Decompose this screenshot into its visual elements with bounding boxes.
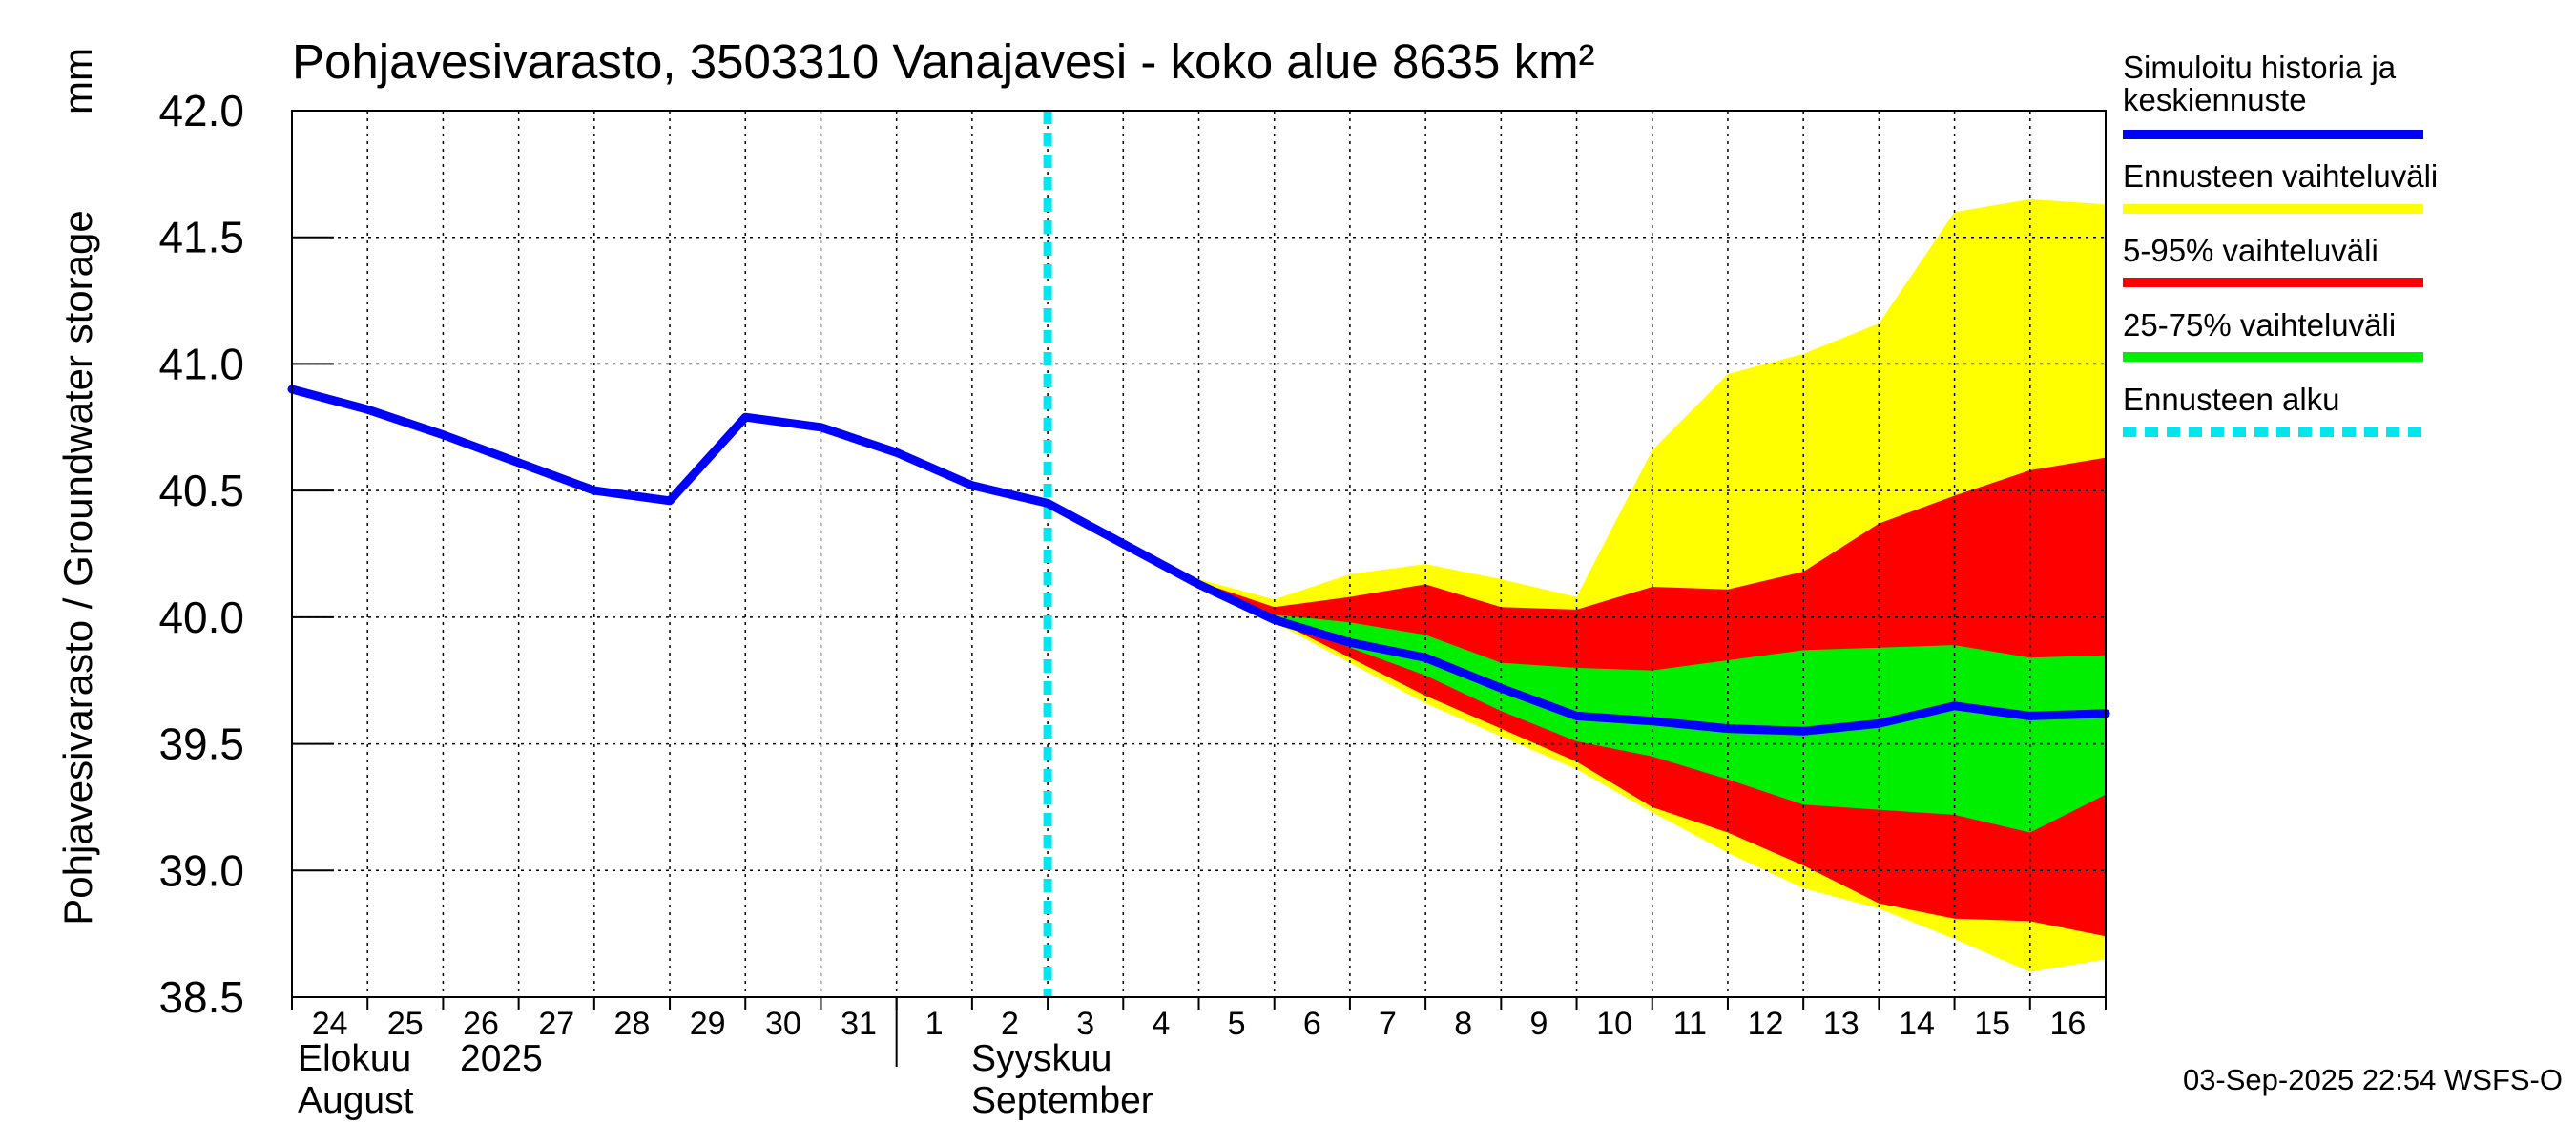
y-tick-label: 40.0 [158, 593, 244, 642]
x-tick-label: 27 [538, 1006, 574, 1042]
chart-title: Pohjavesivarasto, 3503310 Vanajavesi - k… [292, 34, 1595, 89]
x-tick-label: 28 [614, 1006, 651, 1042]
y-tick-label: 41.0 [158, 339, 244, 388]
forecast-bands [1048, 198, 2106, 972]
x-tick-label: 4 [1152, 1006, 1170, 1042]
x-tick-label: 16 [2049, 1006, 2086, 1042]
legend-label: 5-95% vaihteluväli [2123, 233, 2379, 268]
y-tick-label: 41.5 [158, 213, 244, 262]
x-tick-label: 13 [1823, 1006, 1859, 1042]
legend-label: Ennusteen alku [2123, 382, 2340, 417]
legend-label: Simuloitu historia ja [2123, 50, 2397, 85]
x-tick-label: 5 [1228, 1006, 1246, 1042]
x-tick-label: 14 [1899, 1006, 1935, 1042]
band-25-75-vaihteluv-li [1048, 503, 2106, 833]
y-tick-label: 42.0 [158, 86, 244, 135]
x-tick-label: 15 [1974, 1006, 2010, 1042]
x-tick-label: 1 [925, 1006, 944, 1042]
x-tick-label: 25 [387, 1006, 424, 1042]
x-tick-label: 3 [1076, 1006, 1094, 1042]
y-tick-label: 39.5 [158, 719, 244, 769]
x-tick-label: 12 [1748, 1006, 1784, 1042]
x-tick-label: 6 [1303, 1006, 1321, 1042]
x-tick-label: 26 [463, 1006, 499, 1042]
axes: 38.539.039.540.040.541.041.542.024 25 26 27… [158, 86, 2107, 1121]
y-axis-label: Pohjavesivarasto / Groundwater storage [55, 210, 100, 925]
y-tick-label: 38.5 [158, 972, 244, 1022]
x-tick-label: 30 [765, 1006, 801, 1042]
x-tick-label: 24 [312, 1006, 348, 1042]
y-axis-unit: mm [55, 48, 100, 114]
legend-label: Ennusteen vaihteluväli [2123, 158, 2438, 194]
series-layer [287, 385, 2110, 736]
month-label-september-en: September [971, 1080, 1153, 1121]
y-tick-label: 40.5 [158, 466, 244, 515]
x-tick-label: 2 [1001, 1006, 1019, 1042]
x-tick-label: 29 [690, 1006, 726, 1042]
y-tick-label: 39.0 [158, 845, 244, 895]
month-label-august-fi: Elokuu [298, 1038, 411, 1079]
x-tick-label: 11 [1673, 1006, 1707, 1042]
footer-timestamp: 03-Sep-2025 22:54 WSFS-O [2183, 1063, 2563, 1096]
month-label-august-en: August [298, 1080, 414, 1121]
x-tick-label: 10 [1596, 1006, 1632, 1042]
x-tick-label: 9 [1529, 1006, 1548, 1042]
x-tick-label: 31 [841, 1006, 877, 1042]
series-line-median [287, 385, 2110, 736]
year-label: 2025 [460, 1038, 543, 1079]
x-tick-label: 8 [1454, 1006, 1472, 1042]
legend-label: keskiennuste [2123, 82, 2307, 117]
x-tick-label: 7 [1379, 1006, 1397, 1042]
month-label-september-fi: Syyskuu [971, 1038, 1111, 1079]
legend-label: 25-75% vaihteluväli [2123, 307, 2396, 343]
